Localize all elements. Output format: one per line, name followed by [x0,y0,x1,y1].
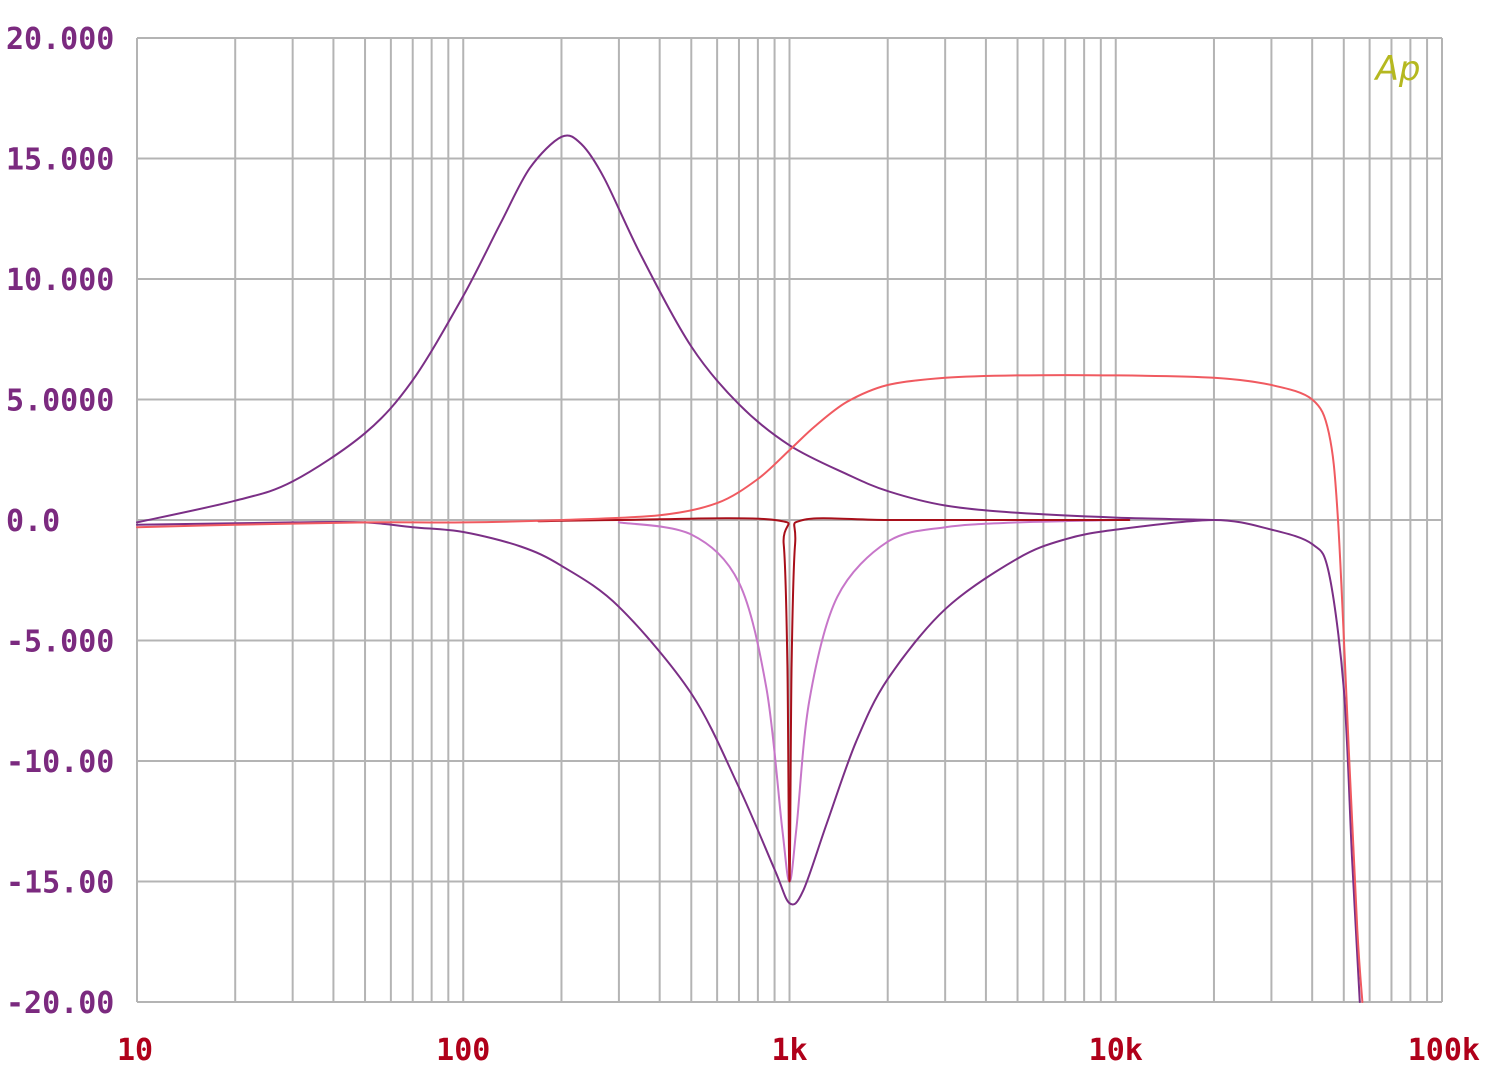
series-line-3 [617,519,1117,883]
x-tick-label: 10k [1089,1033,1143,1068]
y-tick-labels: 20.000 15.000 10.000 5.0000 0.0 -5.000 -10.00 -… [6,22,114,1021]
y-tick-label: -15.00 [6,866,114,901]
y-tick-label: 5.0000 [6,384,114,419]
series-line-5 [136,374,1364,1003]
x-tick-labels: 10 100 1k 10k 100k [117,1033,1480,1068]
y-tick-label: 20.000 [6,22,114,57]
series-line-4 [537,517,1131,883]
x-tick-label: 1k [771,1033,807,1068]
ap-logo: Ap [1374,49,1421,89]
y-tick-label: 10.000 [6,263,114,298]
y-tick-label: -10.00 [6,745,114,780]
y-tick-label: 0.0 [6,504,60,539]
x-tick-label: 100 [436,1033,490,1068]
series-line-2 [136,519,1361,1003]
series-line-1 [136,134,1215,524]
y-tick-label: -5.000 [6,625,114,660]
ap-logo-text: Ap [1374,49,1421,89]
x-tick-label: 100k [1408,1033,1480,1068]
series-group [136,134,1364,1003]
y-tick-label: -20.00 [6,986,114,1021]
y-tick-label: 15.000 [6,143,114,178]
x-tick-label: 10 [117,1033,153,1068]
